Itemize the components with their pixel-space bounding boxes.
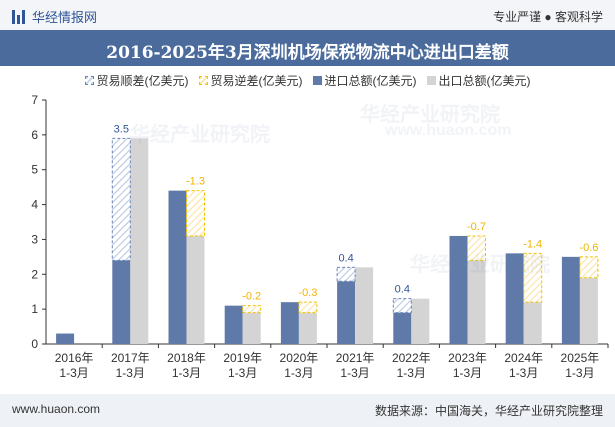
export-bar [411, 298, 430, 344]
import-bar [561, 256, 580, 344]
import-bar [505, 253, 524, 344]
import-bar [337, 281, 356, 344]
deficit-data-label: -0.2 [242, 291, 261, 303]
x-tick-label: 1-3月 [172, 366, 201, 380]
surplus-bar [336, 266, 356, 282]
x-tick-label: 2025年 [561, 351, 600, 365]
bar-chart-logo-icon [12, 9, 26, 24]
import-bar [224, 305, 243, 344]
y-tick-label: 3 [31, 232, 38, 246]
import-bar [449, 235, 468, 344]
export-bar [130, 138, 149, 344]
brand[interactable]: 华经情报网 [12, 7, 97, 26]
import-bar [56, 333, 75, 344]
x-tick-label: 2022年 [392, 351, 431, 365]
x-tick-label: 1-3月 [340, 366, 369, 380]
deficit-bar [467, 235, 486, 261]
footer-website-link[interactable]: www.huaon.com [12, 402, 101, 416]
deficit-bar [186, 190, 205, 237]
legend-item-export[interactable]: 出口总额(亿美元) [426, 72, 531, 89]
deficit-bar [242, 305, 262, 314]
x-tick-label: 1-3月 [453, 366, 482, 380]
y-tick-label: 1 [31, 302, 38, 316]
x-tick-label: 1-3月 [116, 366, 145, 380]
legend-item-import[interactable]: 进口总额(亿美元) [312, 72, 417, 89]
export-bar [242, 312, 261, 344]
export-bar [298, 312, 317, 344]
export-bar [467, 260, 486, 344]
x-tick-label: 1-3月 [59, 366, 88, 380]
y-tick-label: 0 [31, 337, 38, 351]
legend-item-surplus[interactable]: 贸易顺差(亿美元) [84, 72, 189, 89]
surplus-bar [392, 298, 412, 314]
x-tick-label: 2021年 [336, 351, 375, 365]
legend-label-surplus: 贸易顺差(亿美元) [96, 74, 189, 88]
y-tick-label: 7 [31, 93, 38, 107]
x-tick-label: 2024年 [504, 351, 543, 365]
legend-label-export: 出口总额(亿美元) [438, 74, 531, 88]
tagline: 专业严谨 ● 客观科学 [493, 10, 603, 24]
x-tick-label: 1-3月 [284, 366, 313, 380]
x-tick-label: 1-3月 [565, 366, 594, 380]
x-tick-label: 1-3月 [509, 366, 538, 380]
x-tick-label: 1-3月 [228, 366, 257, 380]
deficit-bar [579, 256, 599, 279]
chart-title: 2016-2025年3月深圳机场保税物流中心进出口差额 [106, 43, 509, 63]
brand-name: 华经情报网 [32, 10, 98, 25]
footer: www.huaon.com 数据来源：中国海关，华经产业研究院整理 [0, 394, 615, 427]
surplus-bar [111, 137, 131, 261]
export-bar [355, 267, 374, 344]
y-tick-label: 2 [31, 267, 38, 281]
legend-item-deficit[interactable]: 贸易逆差(亿美元) [198, 72, 303, 89]
deficit-bar [298, 301, 318, 314]
deficit-data-label: -1.4 [523, 238, 542, 250]
import-bar [280, 302, 299, 344]
x-tick-label: 2018年 [167, 351, 206, 365]
export-bar [523, 302, 542, 344]
import-bar [393, 312, 412, 344]
legend-swatch-import [312, 76, 322, 85]
import-bar [168, 190, 187, 344]
deficit-data-label: -1.3 [186, 176, 205, 188]
legend-swatch-export [426, 76, 436, 85]
legend-swatch-surplus [84, 76, 94, 85]
top-bar: 华经情报网 专业严谨 ● 客观科学 [0, 0, 615, 30]
surplus-data-label: 3.5 [114, 123, 129, 135]
y-tick-label: 4 [31, 198, 38, 212]
x-tick-label: 2019年 [223, 351, 262, 365]
x-tick-label: 2023年 [448, 351, 487, 365]
x-tick-label: 1-3月 [397, 366, 426, 380]
export-bar [186, 235, 205, 344]
legend-swatch-deficit [198, 76, 208, 85]
legend-label-import: 进口总额(亿美元) [324, 74, 417, 88]
import-bar [112, 260, 131, 344]
footer-source: 数据来源：中国海关，华经产业研究院整理 [374, 404, 603, 418]
deficit-data-label: -0.3 [298, 287, 317, 299]
x-tick-label: 2016年 [55, 351, 94, 365]
chart-legend: 贸易顺差(亿美元) 贸易逆差(亿美元) 进口总额(亿美元) 出口总额(亿美元) [0, 72, 615, 89]
deficit-data-label: -0.6 [579, 242, 598, 254]
deficit-bar [523, 252, 543, 303]
title-band: 2016-2025年3月深圳机场保税物流中心进出口差额 [0, 30, 615, 66]
surplus-data-label: 0.4 [338, 252, 353, 264]
legend-label-deficit: 贸易逆差(亿美元) [210, 74, 303, 88]
chart-plot: 012345672016年1-3月3.52017年1-3月-1.32018年1-… [31, 93, 609, 380]
export-bar [579, 277, 598, 344]
deficit-data-label: -0.7 [467, 221, 486, 233]
surplus-data-label: 0.4 [395, 284, 410, 296]
y-tick-label: 5 [31, 163, 38, 177]
y-tick-label: 6 [31, 128, 38, 142]
x-tick-label: 2020年 [280, 351, 319, 365]
x-tick-label: 2017年 [111, 351, 150, 365]
